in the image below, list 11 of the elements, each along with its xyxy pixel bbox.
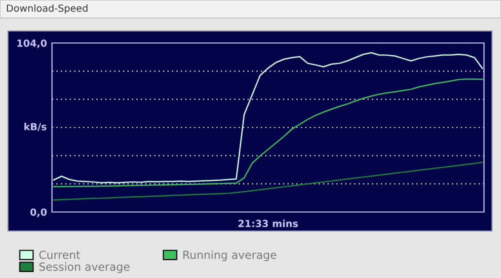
- y-tick-label: 0,0: [30, 208, 47, 218]
- chart-title: Download-Speed: [6, 4, 88, 14]
- y-tick-label: 104,0: [17, 39, 47, 48]
- legend-label: Session average: [39, 262, 130, 273]
- legend-label: Running average: [183, 250, 276, 262]
- x-axis-title: 21:33 mins: [238, 220, 298, 228]
- line-series: [52, 52, 484, 184]
- y-axis-title: kB/s: [24, 122, 46, 132]
- line-series: [52, 162, 484, 201]
- legend-label: Current: [39, 250, 80, 259]
- line-series: [52, 78, 484, 188]
